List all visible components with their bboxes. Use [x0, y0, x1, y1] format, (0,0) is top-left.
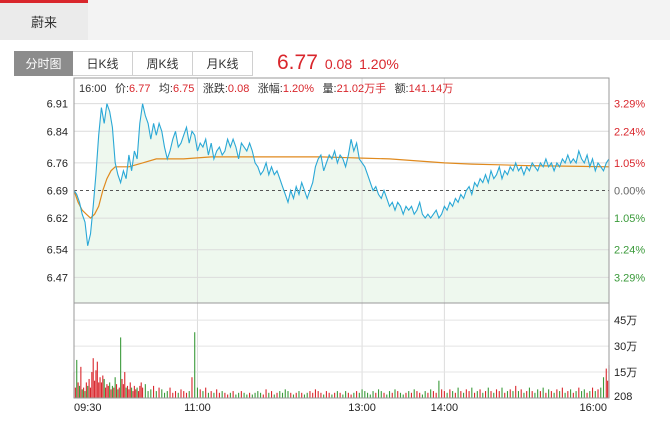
average-price-line	[73, 156, 610, 219]
pct-tick-label: 1.05%	[614, 213, 645, 225]
quote-summary: 6.77 0.08 1.20%	[277, 51, 399, 76]
tab-weekly-k[interactable]: 周K线	[133, 51, 193, 76]
info-change-label: 涨跌:	[203, 81, 228, 95]
info-volume: 21.02万手	[337, 81, 387, 95]
y-tick-label: 6.69	[47, 186, 68, 198]
tab-daily-k-label: 日K线	[86, 57, 119, 71]
x-tick-label: 09:30	[74, 402, 102, 414]
y-tick-label: 6.76	[47, 158, 68, 170]
info-volume-label: 量:	[323, 82, 337, 95]
pct-tick-label: 3.29%	[614, 99, 645, 111]
pct-tick-label: 0.00%	[614, 186, 645, 198]
tab-monthly-k[interactable]: 月K线	[193, 51, 253, 76]
info-time: 16:00	[79, 83, 107, 95]
stock-tab-label: 蔚来	[30, 15, 57, 30]
pct-tick-label: 2.24%	[614, 126, 645, 138]
x-tick-label: 13:00	[348, 402, 376, 414]
info-avg-label: 均:	[159, 82, 173, 95]
volume-tick-label: 30万	[614, 341, 637, 353]
y-tick-label: 6.62	[47, 213, 68, 225]
quote-change: 0.08	[324, 56, 353, 72]
info-bar: 16:00 价:6.77 均:6.75 涨跌:0.08 涨幅:1.20% 量:2…	[79, 79, 453, 96]
chart-type-tabs: 分时图 日K线 周K线 月K线	[14, 51, 253, 76]
price-line	[73, 103, 610, 246]
tab-weekly-k-label: 周K线	[146, 57, 179, 71]
info-avg: 6.75	[173, 83, 194, 95]
info-amount: 141.14万	[409, 83, 454, 95]
volume-tick-label: 45万	[614, 315, 637, 327]
info-price-label: 价:	[115, 82, 129, 95]
info-pct: 1.20%	[283, 83, 314, 95]
info-price: 6.77	[129, 83, 150, 95]
y-tick-label: 6.47	[47, 272, 68, 284]
info-change: 0.08	[228, 83, 249, 95]
quote-change-pct: 1.20%	[359, 56, 399, 72]
y-tick-label: 6.91	[47, 99, 68, 111]
info-amount-label: 额:	[395, 82, 409, 95]
stock-tab[interactable]: 蔚来	[0, 0, 88, 40]
volume-panel-frame	[73, 302, 610, 399]
pct-tick-label: 3.29%	[614, 272, 645, 284]
info-pct-label: 涨幅:	[258, 82, 283, 95]
tab-monthly-k-label: 月K线	[206, 57, 239, 71]
volume-tick-label: 208	[614, 391, 632, 403]
y-tick-label: 6.84	[47, 126, 68, 138]
x-tick-label: 14:00	[431, 402, 459, 414]
tab-intraday-label: 分时图	[25, 57, 62, 71]
pct-tick-label: 1.05%	[614, 158, 645, 170]
pct-tick-label: 2.24%	[614, 245, 645, 257]
quote-price: 6.77	[277, 51, 318, 74]
x-tick-label: 16:00	[579, 402, 607, 414]
y-tick-label: 6.54	[47, 245, 68, 257]
top-bar: 蔚来	[0, 0, 670, 40]
tab-intraday[interactable]: 分时图	[14, 51, 73, 76]
tab-daily-k[interactable]: 日K线	[73, 51, 133, 76]
volume-tick-label: 15万	[614, 367, 637, 379]
x-tick-label: 11:00	[184, 402, 211, 414]
